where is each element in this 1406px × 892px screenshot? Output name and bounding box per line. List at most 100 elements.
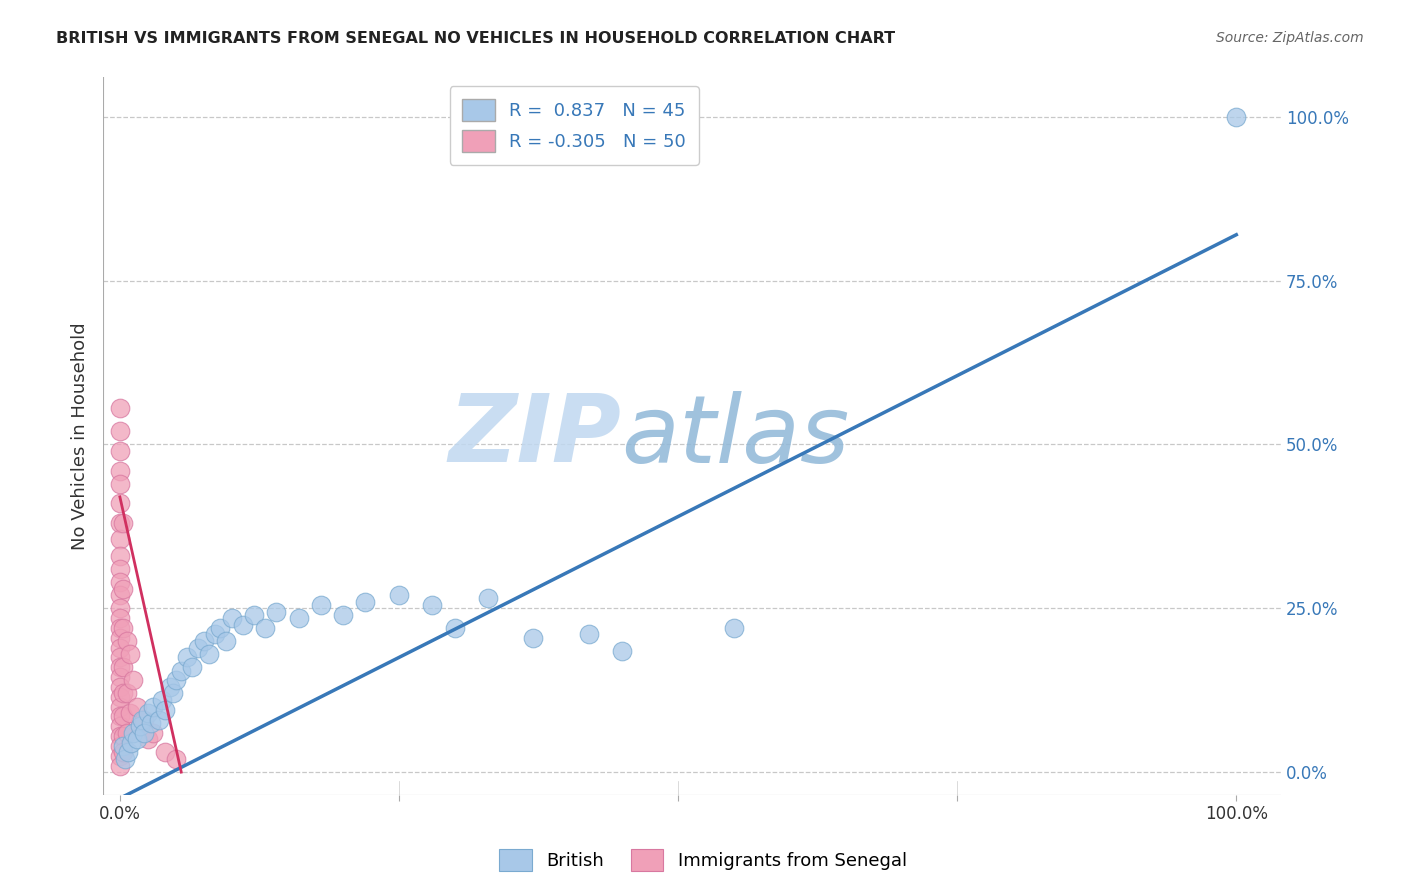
Point [108,575,131,590]
Point [108,562,131,576]
Point [253,621,276,635]
Point [108,660,131,674]
Point [108,699,131,714]
Point [150,693,173,707]
Point [142,699,165,714]
Point [159,680,181,694]
Point [108,680,131,694]
Point [122,726,145,740]
Point [153,703,176,717]
Point [108,464,131,478]
Point [354,595,377,609]
Point [108,748,131,763]
Point [108,533,131,547]
Point [193,634,215,648]
Point [198,647,221,661]
Point [165,752,187,766]
Point [264,605,287,619]
Point [112,739,135,753]
Text: ZIP: ZIP [449,391,621,483]
Point [108,601,131,615]
Point [120,736,142,750]
Point [139,716,162,731]
Point [114,752,136,766]
Point [165,673,187,688]
Point [108,650,131,665]
Point [117,746,139,760]
Point [131,713,153,727]
Point [162,686,184,700]
Point [115,634,138,648]
Point [122,673,145,688]
Point [108,640,131,655]
Point [176,650,198,665]
Point [112,621,135,635]
Point [522,631,544,645]
Point [108,425,131,439]
Point [108,719,131,733]
Point [243,607,266,622]
Point [108,729,131,743]
Point [723,621,745,635]
Point [112,516,135,530]
Point [578,627,600,641]
Point [112,746,135,760]
Point [388,588,411,602]
Point [221,611,243,625]
Point [187,640,209,655]
Text: Source: ZipAtlas.com: Source: ZipAtlas.com [1216,31,1364,45]
Point [125,732,148,747]
Point [136,732,159,747]
Point [108,444,131,458]
Point [108,758,131,772]
Point [422,598,444,612]
Legend: R =  0.837   N = 45, R = -0.305   N = 50: R = 0.837 N = 45, R = -0.305 N = 50 [450,87,699,165]
Point [108,690,131,704]
Point [112,709,135,723]
Point [118,706,141,720]
Point [115,686,138,700]
Point [209,621,232,635]
Point [153,746,176,760]
Point [1225,110,1247,124]
Point [108,476,131,491]
Point [108,621,131,635]
Point [215,634,238,648]
Point [108,496,131,510]
Point [287,611,309,625]
Point [115,726,138,740]
Point [134,726,156,740]
Legend: British, Immigrants from Senegal: British, Immigrants from Senegal [492,842,914,879]
Point [125,699,148,714]
Point [136,706,159,720]
Point [112,582,135,596]
Point [148,713,170,727]
Point [142,726,165,740]
Point [108,631,131,645]
Text: BRITISH VS IMMIGRANTS FROM SENEGAL NO VEHICLES IN HOUSEHOLD CORRELATION CHART: BRITISH VS IMMIGRANTS FROM SENEGAL NO VE… [56,31,896,46]
Point [443,621,465,635]
Point [477,591,499,606]
Point [204,627,226,641]
Point [170,664,193,678]
Point [108,401,131,416]
Point [134,713,156,727]
Point [118,647,141,661]
Point [181,660,204,674]
Point [108,611,131,625]
Point [108,739,131,753]
Point [309,598,332,612]
Point [129,719,152,733]
Y-axis label: No Vehicles in Household: No Vehicles in Household [72,322,89,550]
Point [112,729,135,743]
Point [112,660,135,674]
Point [108,549,131,563]
Point [332,607,354,622]
Point [232,617,254,632]
Point [108,516,131,530]
Point [108,709,131,723]
Text: atlas: atlas [621,391,849,482]
Point [108,588,131,602]
Point [129,719,152,733]
Point [112,686,135,700]
